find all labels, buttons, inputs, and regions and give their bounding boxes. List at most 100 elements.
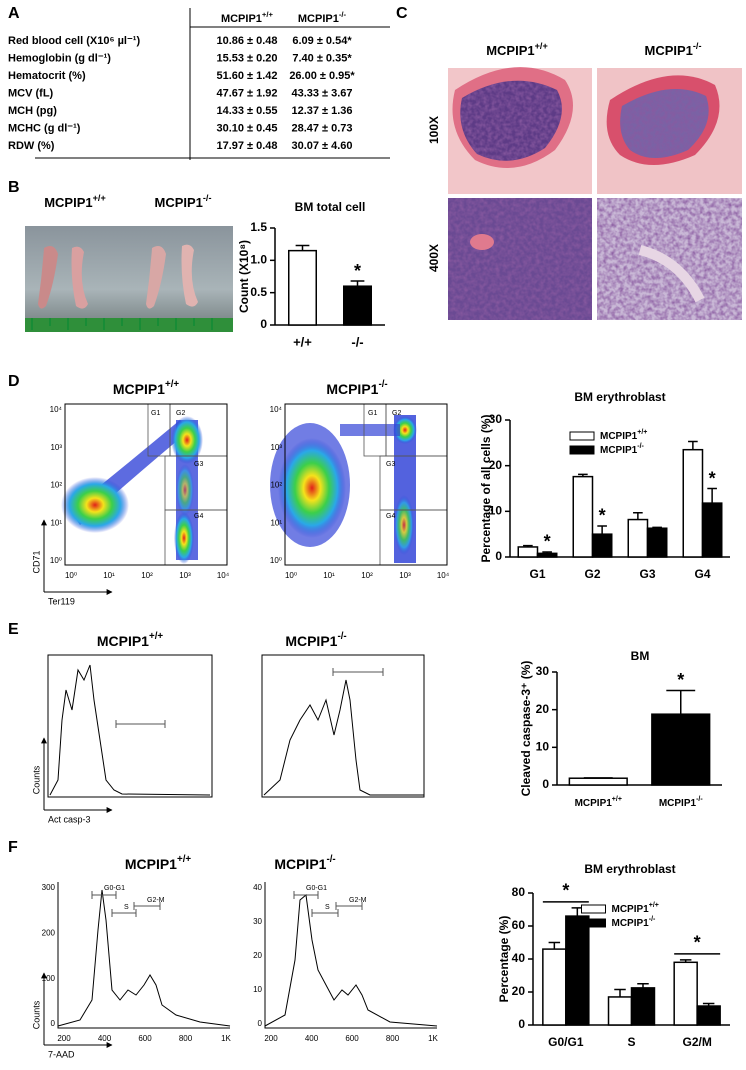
panel-label: F xyxy=(8,839,18,856)
table-cell: 12.37 ± 1.36 xyxy=(291,105,352,117)
gate-label: G2-M xyxy=(349,897,367,904)
histology-row-label: 400X xyxy=(427,244,441,272)
plot-title: MCPIP1+/+ xyxy=(97,631,164,649)
x-tick-label: 10² xyxy=(361,571,373,580)
gate-label: G2 xyxy=(176,410,185,417)
error-bar xyxy=(614,988,626,997)
y-axis-label: CD71 xyxy=(31,550,41,573)
legend-label: MCPIP1+/+ xyxy=(600,429,647,441)
error-bar xyxy=(637,983,649,988)
table-cell: 7.40 ± 0.35* xyxy=(292,52,352,64)
y-tick-label: 300 xyxy=(42,883,56,892)
y-tick-label: 10² xyxy=(50,481,62,490)
bar xyxy=(607,996,633,1026)
y-axis-label: Percentage (%) xyxy=(497,916,511,1003)
panel-label: A xyxy=(8,5,20,22)
table-cell: 51.60 ± 1.42 xyxy=(216,70,277,82)
bone-photo xyxy=(25,226,233,332)
x-tick-label: 200 xyxy=(57,1034,71,1043)
x-tick-label: 10¹ xyxy=(103,571,115,580)
significance-mark: * xyxy=(544,532,551,552)
y-tick-label: 10² xyxy=(270,481,282,490)
x-tick-label: 1K xyxy=(428,1034,438,1043)
y-tick-label: 80 xyxy=(512,885,526,899)
bar xyxy=(673,961,698,1026)
y-tick-label: 30 xyxy=(489,412,503,426)
gate-label: G3 xyxy=(386,461,395,468)
legend-swatch xyxy=(569,431,595,441)
gate-label: G1 xyxy=(368,410,377,417)
x-tick-label: -/- xyxy=(351,334,363,349)
y-tick-label: 0 xyxy=(258,1019,263,1028)
x-tick-label: 200 xyxy=(264,1034,278,1043)
table-cell: 26.00 ± 0.95* xyxy=(289,70,355,82)
y-tick-label: 10⁰ xyxy=(270,556,282,565)
legend-label: MCPIP1+/+ xyxy=(612,902,659,914)
photo-label: MCPIP1+/+ xyxy=(44,193,106,210)
y-tick-label: 10 xyxy=(536,740,550,754)
y-tick-label: 30 xyxy=(253,917,262,926)
gate-label: G2 xyxy=(392,410,401,417)
table-header: MCPIP1+/+ xyxy=(221,10,274,25)
table-cell: 10.86 ± 0.48 xyxy=(216,35,277,47)
gate-label: G1 xyxy=(151,410,160,417)
plot-title: MCPIP1-/- xyxy=(285,631,346,649)
gate-label: G2-M xyxy=(147,897,165,904)
y-tick-label: 0 xyxy=(495,549,502,563)
legend-label: MCPIP1-/- xyxy=(612,916,657,928)
y-tick-label: 20 xyxy=(512,984,526,998)
plot-frame xyxy=(261,654,425,798)
error-bar xyxy=(542,551,552,554)
y-tick-label: 60 xyxy=(512,918,526,932)
x-tick-label: 10⁴ xyxy=(217,571,230,580)
plot-title: MCPIP1-/- xyxy=(326,379,387,397)
histology-column-label: MCPIP1+/+ xyxy=(486,41,548,58)
significance-mark: * xyxy=(677,670,684,690)
table-row-label: RDW (%) xyxy=(8,140,55,152)
significance-mark: * xyxy=(694,933,701,953)
flow-density xyxy=(61,404,447,565)
error-bar xyxy=(523,544,533,547)
legend-label: MCPIP1-/- xyxy=(600,443,645,455)
x-axis-label: 7-AAD xyxy=(48,1049,75,1059)
error-bar xyxy=(633,511,643,520)
x-tick-label: G3 xyxy=(639,567,655,581)
x-tick-label: 10³ xyxy=(399,571,411,580)
y-tick-label: 20 xyxy=(489,458,503,472)
y-tick-label: 10¹ xyxy=(270,518,282,527)
bar xyxy=(651,713,711,786)
chart-title: BM erythroblast xyxy=(584,862,675,876)
x-tick-label: G0/G1 xyxy=(548,1035,584,1049)
plot-title: MCPIP1+/+ xyxy=(113,379,180,397)
y-tick-label: 10⁴ xyxy=(50,405,63,414)
table-cell: 28.47 ± 0.73 xyxy=(291,122,352,134)
y-tick-label: 0 xyxy=(51,1019,56,1028)
gate-label: G0-G1 xyxy=(306,885,327,892)
y-axis-label: Percentage of all cells (%) xyxy=(479,414,493,562)
x-tick-label: 10⁴ xyxy=(437,571,450,580)
table-header: MCPIP1-/- xyxy=(298,10,347,25)
y-tick-label: 10³ xyxy=(50,443,62,452)
x-tick-label: 600 xyxy=(345,1034,359,1043)
y-tick-label: 10¹ xyxy=(50,518,62,527)
gate-label: S xyxy=(325,904,330,911)
y-tick-label: 20 xyxy=(536,702,550,716)
bar xyxy=(517,546,539,558)
x-tick-label: +/+ xyxy=(293,334,312,349)
x-tick-label: MCPIP1-/- xyxy=(659,796,704,808)
panel-label: B xyxy=(8,179,20,196)
bar xyxy=(682,448,704,558)
error-bar xyxy=(688,440,698,450)
x-tick-label: 800 xyxy=(179,1034,193,1043)
photo-label: MCPIP1-/- xyxy=(155,193,212,210)
legend-swatch xyxy=(569,445,595,455)
histology-column-label: MCPIP1-/- xyxy=(645,41,702,58)
table-cell: 43.33 ± 3.67 xyxy=(291,87,352,99)
x-tick-label: 10⁰ xyxy=(285,571,297,580)
plot-axes xyxy=(57,882,230,1029)
error-bar xyxy=(295,244,310,251)
x-tick-label: 600 xyxy=(138,1034,152,1043)
y-tick-label: 10 xyxy=(489,504,503,518)
y-tick-label: 1.0 xyxy=(250,253,267,267)
error-bar xyxy=(666,689,696,715)
